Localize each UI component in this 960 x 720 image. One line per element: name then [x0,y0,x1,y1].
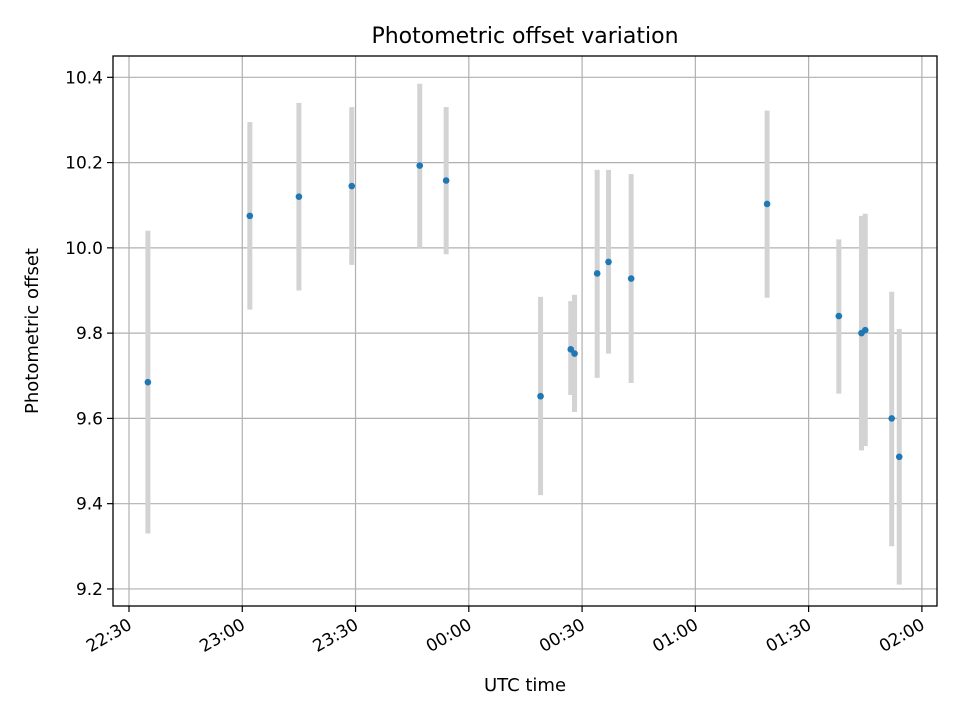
error-bars [145,83,902,585]
plot-frame [112,55,938,607]
x-tick-label: 23:30 [310,615,362,657]
data-point [605,258,612,266]
data-point [593,270,601,277]
data-points [144,162,903,461]
data-point [763,200,771,208]
data-point [571,350,578,357]
x-tick-label: 00:00 [423,615,475,657]
y-tick-label: 9.6 [76,409,103,429]
data-point [627,275,635,282]
y-tick-label: 10.4 [65,68,103,88]
x-tick-label: 22:30 [83,615,135,657]
chart-title: Photometric offset variation [371,24,678,49]
grid [113,56,937,606]
data-point [246,212,254,220]
data-point [416,162,424,169]
x-tick-label: 02:00 [876,615,928,657]
data-point [144,378,152,386]
y-tick-label: 9.2 [76,580,103,600]
data-point [348,182,356,190]
data-point [567,346,575,353]
x-tick-label: 01:00 [649,615,701,657]
x-tick-label: 01:30 [763,615,815,657]
x-tick-label: 23:00 [196,615,248,657]
y-axis-ticks: 9.2 9.4 9.6 9.8 10.0 10.2 10.4 [65,68,113,600]
y-axis-label: Photometric offset [22,248,43,414]
data-point [537,392,544,400]
data-point [861,326,869,334]
y-tick-label: 9.4 [76,495,103,515]
data-point [895,453,903,461]
y-tick-label: 10.2 [65,154,103,174]
y-tick-label: 9.8 [76,324,103,344]
data-point [442,177,450,184]
data-point [888,415,895,422]
y-tick-label: 10.0 [65,239,103,259]
x-tick-label: 00:30 [536,615,588,657]
x-axis-label: UTC time [484,675,566,696]
data-point [835,312,843,320]
x-axis-ticks: 22:30 23:00 23:30 00:00 00:30 01:00 01:30 02:00 [83,606,928,657]
data-point [295,193,303,200]
